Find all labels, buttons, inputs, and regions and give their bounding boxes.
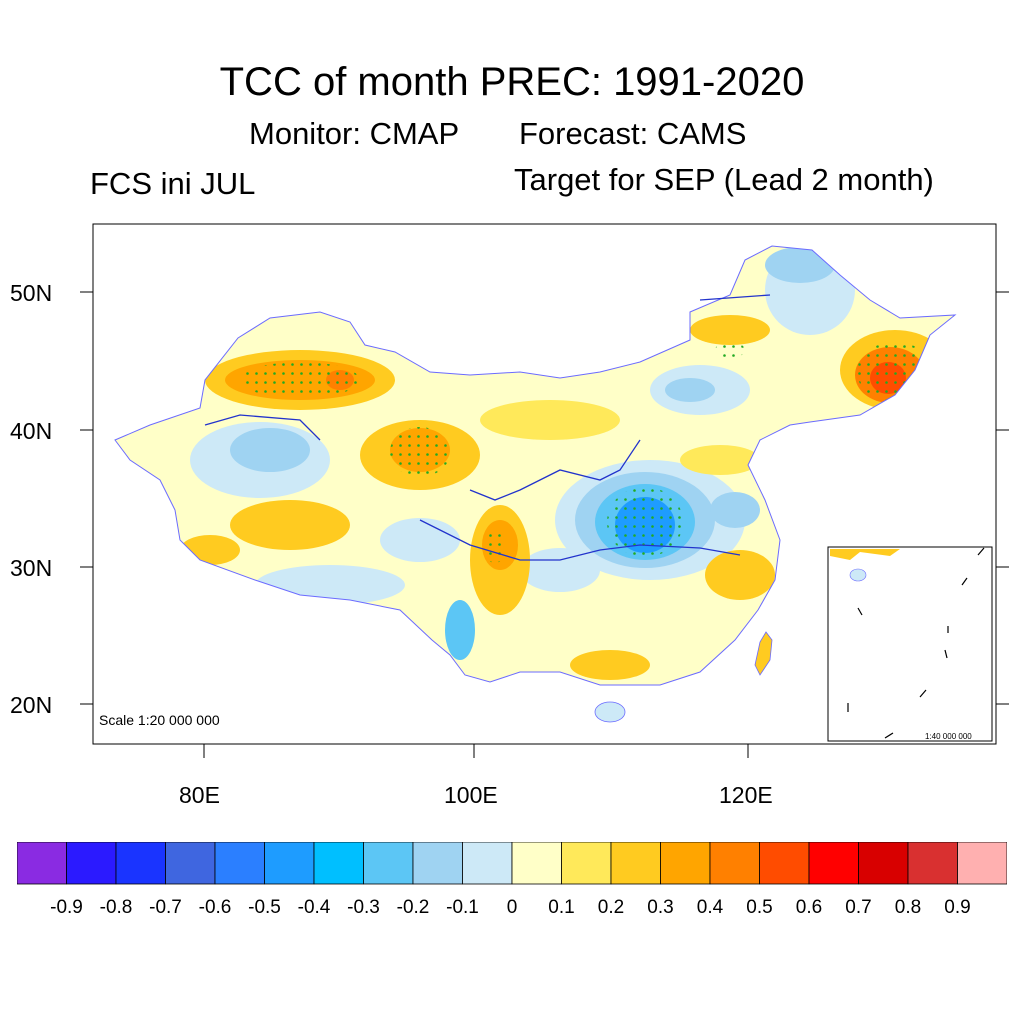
colorbar-tick-label: 0.7 <box>845 897 872 918</box>
scale-inset-label: 1:40 000 000 <box>925 732 972 741</box>
colorbar-swatch <box>264 842 315 885</box>
colorbar-swatch <box>957 842 1007 885</box>
lon-label: 100E <box>444 782 498 808</box>
colorbar-tick-label: -0.4 <box>297 897 331 918</box>
lon-label: 80E <box>179 782 220 808</box>
colorbar-tick-label: 0.2 <box>597 897 625 918</box>
lon-label: 120E <box>719 782 773 808</box>
inset-hainan <box>849 568 867 582</box>
colorbar-swatch <box>858 842 909 885</box>
tarim-river <box>204 414 321 441</box>
colorbar-swatch <box>907 842 958 885</box>
colorbar-swatch <box>709 842 760 885</box>
colorbar-tick-label: 0.6 <box>795 897 823 918</box>
colorbar-tick-label: -0.9 <box>50 897 83 918</box>
colorbar-swatch <box>610 842 661 885</box>
taiwan <box>754 631 773 676</box>
frame-ticks <box>80 291 1009 758</box>
colorbar-tick-label: -0.5 <box>248 897 281 918</box>
forecast-init-label: FCS ini JUL <box>90 166 256 201</box>
yangtze-river <box>419 519 741 561</box>
colorbar-tick-label: 0.3 <box>647 897 674 918</box>
colorbar-swatch <box>561 842 612 885</box>
colorbar-tick-label: -0.6 <box>198 897 232 918</box>
colorbar <box>17 842 1007 885</box>
colorbar-swatch <box>313 842 364 885</box>
colorbar-swatch <box>115 842 166 885</box>
lat-label: 50N <box>10 280 53 306</box>
colorbar-tick-label: -0.8 <box>99 897 133 918</box>
colorbar-swatch <box>412 842 463 885</box>
colorbar-swatch <box>759 842 810 885</box>
lat-label: 20N <box>10 692 53 718</box>
scale-main-label: Scale 1:20 000 000 <box>99 712 220 728</box>
inset-dashed-line <box>847 547 985 739</box>
colorbar-swatch <box>17 842 67 885</box>
colorbar-tick-label: 0 <box>506 897 518 918</box>
lat-label: 40N <box>10 418 53 444</box>
colorbar-swatch <box>808 842 859 885</box>
colorbar-tick-label: 0.8 <box>894 897 922 918</box>
colorbar-swatch <box>363 842 414 885</box>
colorbar-tick-label: -0.2 <box>396 897 430 918</box>
colorbar-swatch <box>462 842 513 885</box>
colorbar-swatch <box>66 842 117 885</box>
colorbar-tick-label: -0.1 <box>446 897 479 918</box>
target-label: Target for SEP (Lead 2 month) <box>514 162 934 197</box>
colorbar-tick-label: 0.5 <box>746 897 773 918</box>
hainan <box>594 701 626 723</box>
subtitle-forecast: Forecast: CAMS <box>519 116 747 151</box>
colorbar-swatch <box>660 842 711 885</box>
colorbar-swatch <box>214 842 265 885</box>
colorbar-tick-label: 0.4 <box>696 897 724 918</box>
colorbar-swatch <box>511 842 562 885</box>
lat-label: 30N <box>10 555 53 581</box>
colorbar-swatch <box>165 842 216 885</box>
colorbar-tick-label: 0.1 <box>548 897 575 918</box>
amur-river <box>699 294 771 301</box>
subtitle-monitor: Monitor: CMAP <box>249 116 460 151</box>
chart-title: TCC of month PREC: 1991-2020 <box>219 60 805 104</box>
yellow-river <box>469 439 641 501</box>
colorbar-tick-label: 0.9 <box>944 897 971 918</box>
inset-mainland <box>830 549 900 560</box>
colorbar-tick-label: -0.3 <box>347 897 380 918</box>
colorbar-tick-label: -0.7 <box>149 897 182 918</box>
china-border <box>114 245 957 686</box>
